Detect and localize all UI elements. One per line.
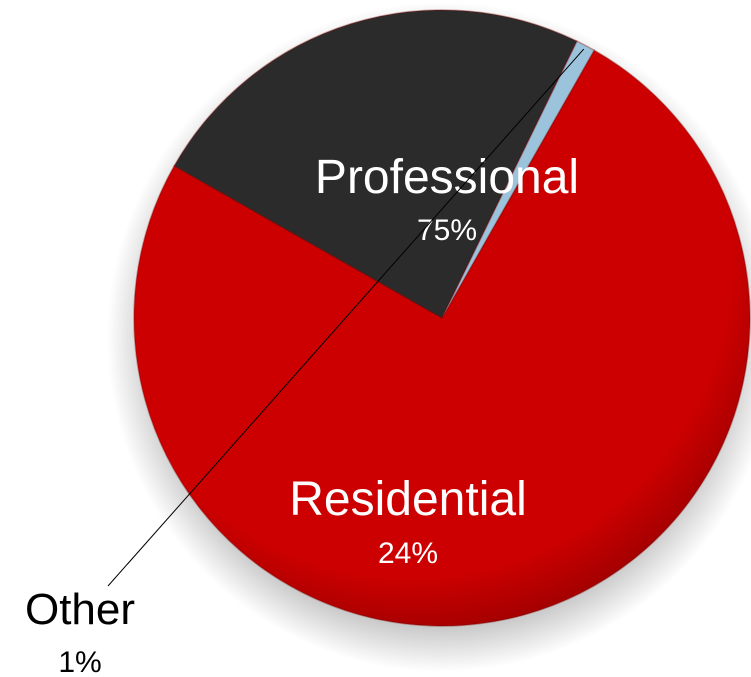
pie-slices	[133, 9, 751, 627]
leader-line-other	[107, 48, 585, 587]
slice-label-residential: Residential	[289, 473, 526, 526]
slice-label-professional: Professional	[315, 151, 579, 204]
slice-value-residential: 24%	[378, 537, 438, 570]
slice-value-professional: 75%	[417, 214, 477, 247]
pie-labels: Professional 75% Residential 24% Other 1%	[25, 48, 585, 677]
slice-value-other: 1%	[58, 646, 101, 677]
slice-label-other: Other	[25, 585, 135, 634]
